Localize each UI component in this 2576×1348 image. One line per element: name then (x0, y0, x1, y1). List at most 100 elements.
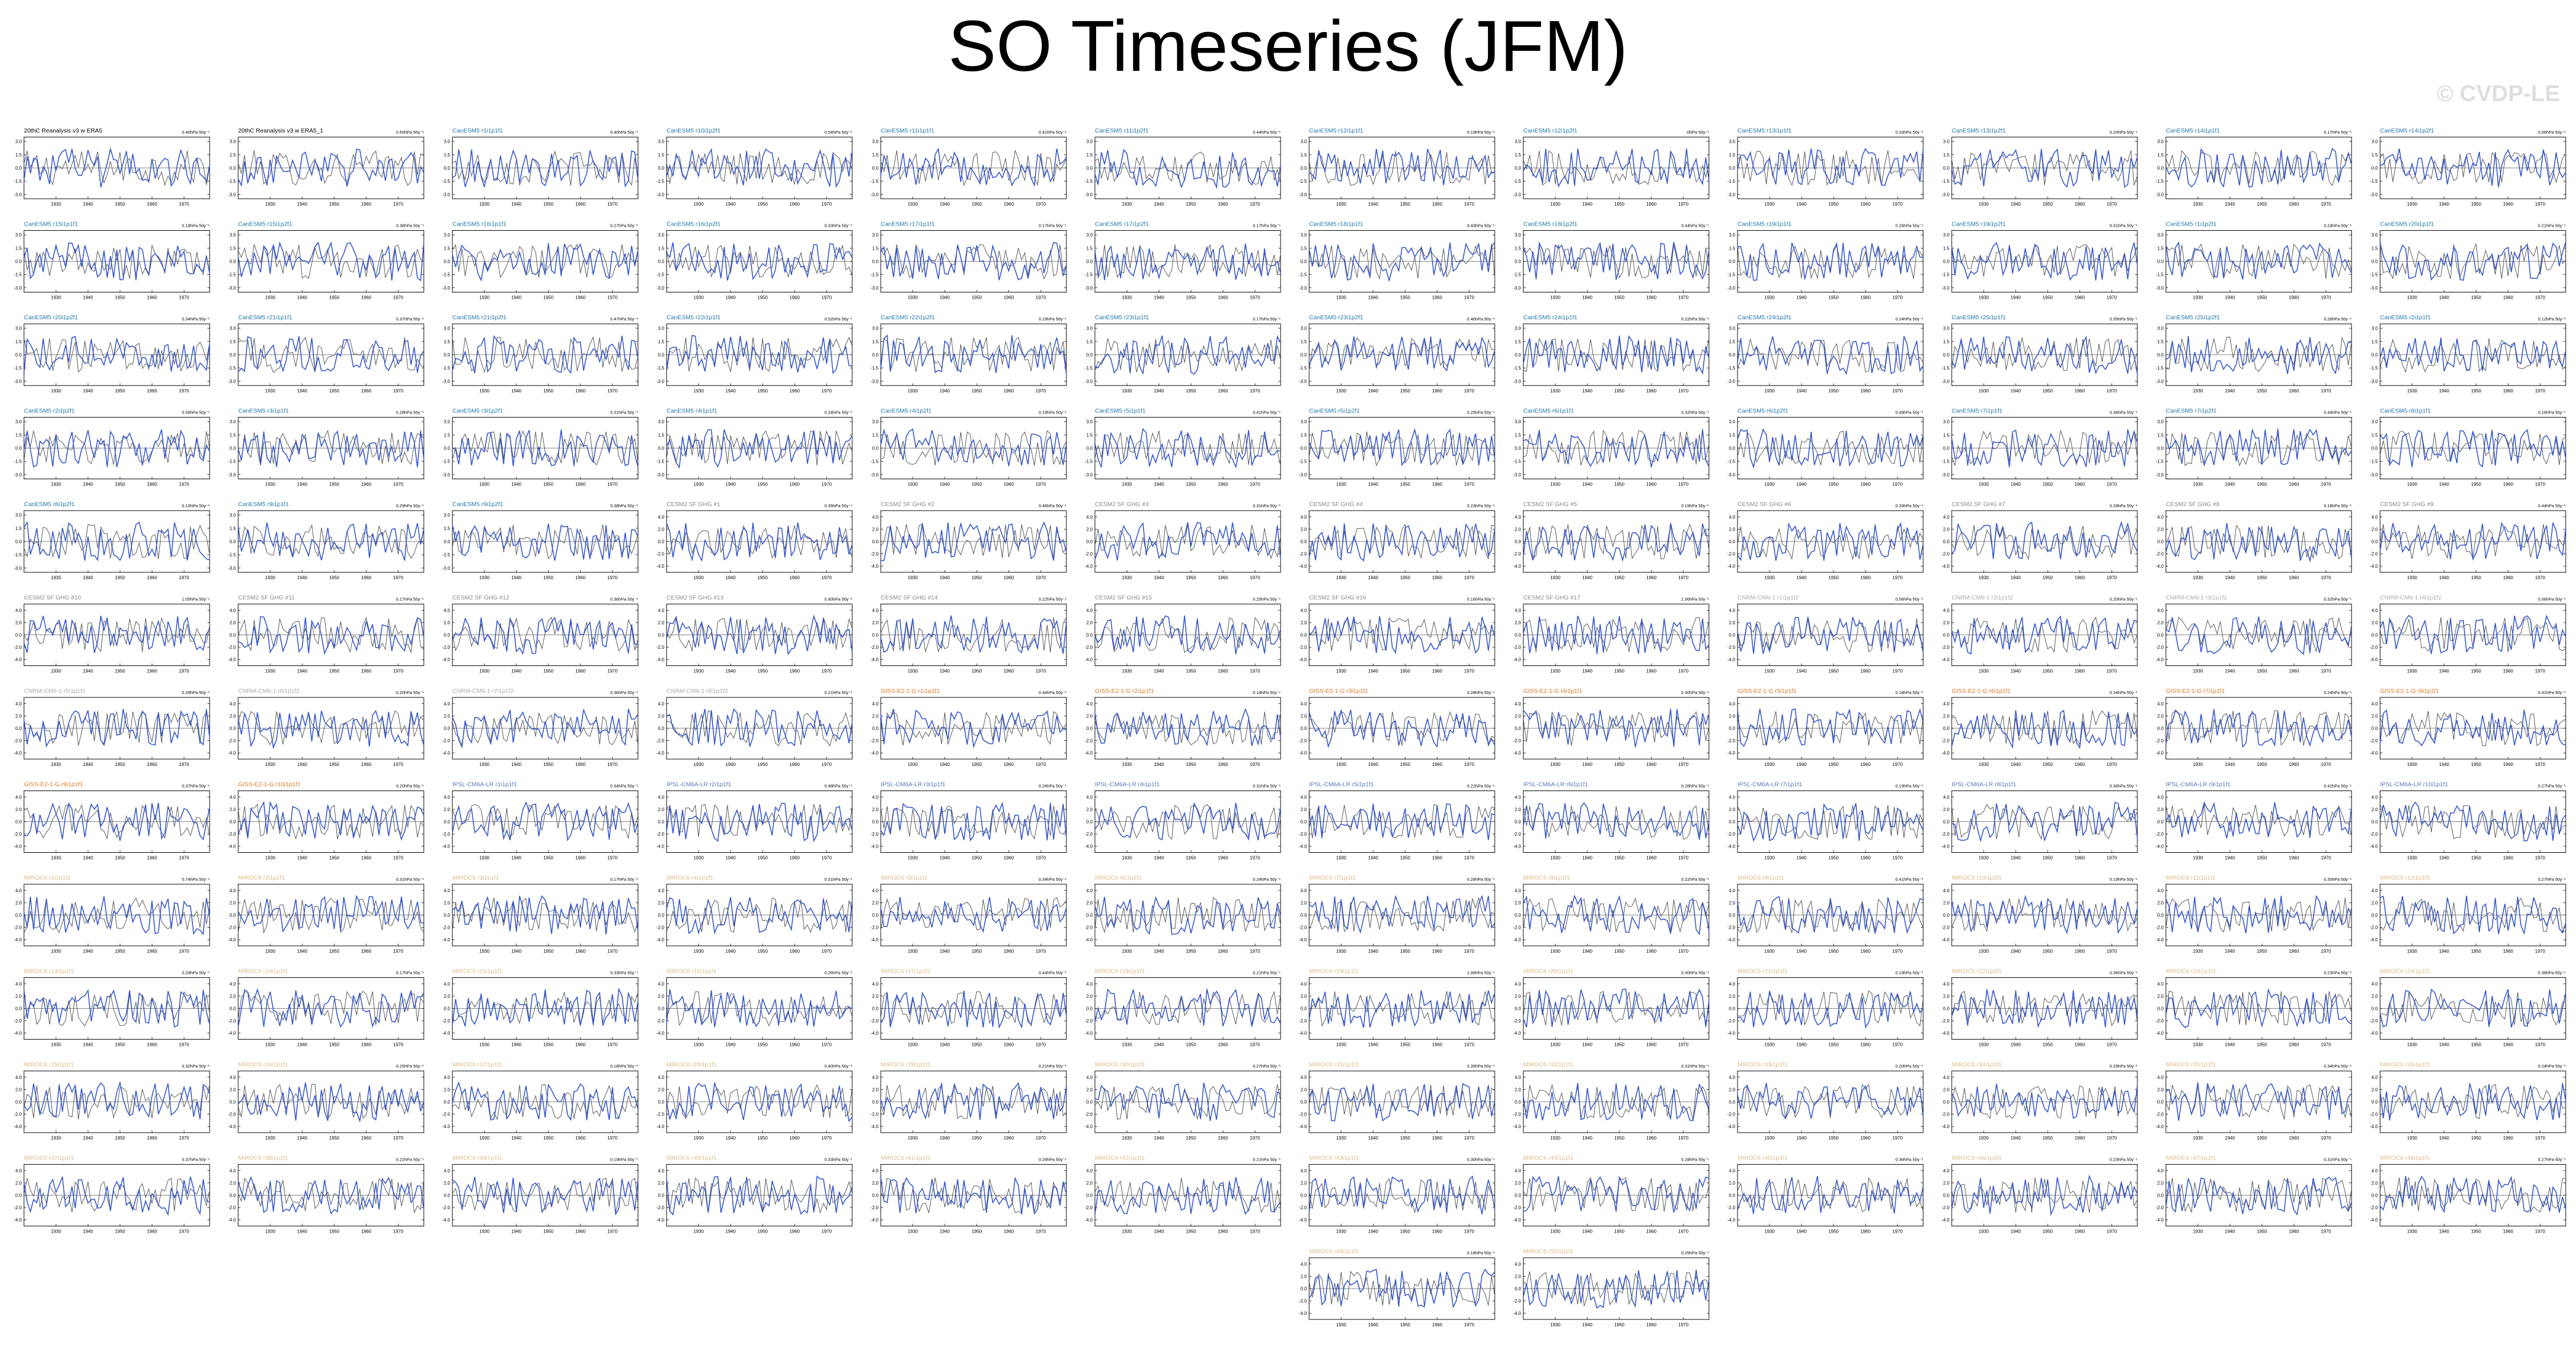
x-tick-label: 1940 (1582, 762, 1592, 767)
panel-label: GISS-E2-1-G r2i1p1f1 (1095, 688, 1154, 695)
series-line-reference (1951, 1085, 2138, 1120)
y-tick-label: 4.0 (15, 701, 22, 707)
y-tick-label: 4.0 (1301, 608, 1307, 613)
x-tick-label: 1970 (2106, 1229, 2117, 1234)
y-tick-label: 0.0 (2372, 633, 2378, 638)
x-tick-label: 1930 (1336, 295, 1346, 300)
x-tick-label: 1960 (575, 202, 585, 207)
x-tick-label: 1950 (2257, 669, 2267, 674)
x-tick-label: 1930 (1979, 1229, 1989, 1234)
y-tick-label: -4.0 (2370, 1218, 2378, 1223)
panel-label: MIROC6 r10i1p1f1 (1952, 874, 2002, 881)
x-tick-label: 1950 (1400, 575, 1410, 580)
y-tick-label: 4.0 (658, 515, 665, 520)
panel-label: CanESM5 r24i1p1f1 (1523, 314, 1578, 321)
x-tick-label: 1930 (1550, 295, 1560, 300)
panel: GISS-E2-1-G r1i1p1f1 0.44hPa 50y⁻¹4.02.00… (870, 688, 1067, 767)
x-tick-label: 1960 (2289, 388, 2299, 394)
y-tick-label: 0.0 (2372, 726, 2378, 731)
x-tick-label: 1960 (1646, 295, 1656, 300)
series-line-member (1951, 801, 2138, 842)
x-tick-label: 1950 (1186, 1042, 1196, 1048)
panel-label: MIROC6 r30i1p1f1 (1095, 1061, 1145, 1068)
y-tick-label: -4.0 (2370, 1031, 2378, 1036)
x-tick-label: 1940 (1154, 575, 1164, 580)
x-tick-label: 1950 (1186, 388, 1196, 394)
series-line-reference (1094, 1084, 1281, 1120)
y-tick-label: 4.0 (2372, 981, 2378, 986)
y-tick-label: 3.0 (1943, 139, 1950, 145)
x-tick-label: 1930 (1336, 856, 1346, 861)
panel-label: CanESM5 r14i1p2f1 (2380, 127, 2434, 134)
x-tick-label: 1970 (393, 388, 403, 394)
panel-trend: 0.21hPa 50y⁻¹ (824, 690, 852, 695)
x-tick-label: 1930 (693, 762, 704, 767)
y-tick-label: 3.0 (872, 326, 879, 331)
panel: MIROC6 r46i1p1f1 0.23hPa 50y⁻¹4.02.00.0-2… (1941, 1155, 2138, 1234)
series-line-reference (1094, 804, 1281, 840)
y-tick-label: 3.0 (1943, 326, 1950, 331)
y-tick-label: 2.0 (1515, 1181, 1522, 1186)
y-tick-label: 4.0 (1086, 515, 1093, 520)
y-tick-label: 3.0 (15, 326, 22, 331)
panel-trend: 0.22hPa 50y⁻¹ (1467, 784, 1495, 789)
x-tick-label: 1960 (1432, 295, 1442, 300)
x-tick-label: 1960 (1860, 575, 1871, 580)
y-tick-label: 4.0 (1729, 1075, 1736, 1080)
series-line-reference (1951, 337, 2138, 371)
y-tick-label: -2.0 (2156, 925, 2164, 930)
y-tick-label: -3.0 (870, 379, 878, 384)
series-line-reference (880, 1177, 1067, 1214)
y-tick-label: 2.0 (1086, 527, 1093, 532)
x-tick-label: 1940 (725, 949, 736, 954)
x-tick-label: 1930 (265, 295, 275, 300)
series-line-member (666, 429, 853, 469)
y-tick-label: -4.0 (2156, 1031, 2164, 1036)
y-tick-label: 1.5 (1086, 432, 1093, 438)
panel-trend: 0.29hPa 50y⁻¹ (182, 690, 210, 695)
y-tick-label: 2.0 (15, 807, 22, 812)
panel: MIROC6 r21i1p1f1 0.19hPa 50y⁻¹4.02.00.0-2… (1727, 968, 1924, 1048)
y-tick-label: 0.0 (1943, 633, 1950, 638)
x-tick-label: 1960 (1004, 949, 1014, 954)
panel-trend: 0.24hPa 50y⁻¹ (1895, 316, 1923, 322)
x-tick-label: 1940 (2011, 202, 2021, 207)
panel-label: CanESM5 r15i1p1f1 (24, 221, 78, 228)
x-tick-label: 1930 (1764, 202, 1775, 207)
y-tick-label: 1.5 (230, 339, 236, 344)
panel-trend: 0.44hPa 50y⁻¹ (2324, 410, 2352, 415)
x-tick-label: 1970 (1464, 856, 1474, 861)
y-tick-label: 4.0 (1086, 608, 1093, 613)
panel: CanESM5 r19i1p2f1 0.31hPa 50y⁻¹3.01.50.0-… (1941, 221, 2138, 300)
x-tick-label: 1970 (393, 856, 403, 861)
y-tick-label: 2.0 (1515, 527, 1522, 532)
x-tick-label: 1940 (1154, 1136, 1164, 1141)
y-tick-label: -2.0 (1513, 1205, 1521, 1210)
x-tick-label: 1950 (2471, 202, 2481, 207)
y-tick-label: -2.0 (14, 1205, 22, 1210)
y-tick-label: 0.0 (230, 539, 236, 544)
y-tick-label: -1.5 (1299, 366, 1307, 371)
series-line-member (2165, 1177, 2352, 1216)
panel: CESM2 SF GHG #13 0.40hPa 50y⁻¹4.02.00.0-2… (656, 595, 853, 674)
panel: CanESM5 r21i1p2f1 0.47hPa 50y⁻¹3.01.50.0-… (442, 314, 639, 394)
x-tick-label: 1940 (2225, 388, 2235, 394)
x-tick-label: 1940 (1796, 202, 1807, 207)
panel-label: MIROC6 r4i1p1f1 (667, 874, 713, 881)
x-tick-label: 1950 (1828, 482, 1839, 487)
x-tick-label: 1930 (2193, 1136, 2203, 1141)
y-tick-label: 3.0 (2372, 326, 2378, 331)
x-tick-label: 1950 (1186, 1229, 1196, 1234)
panel: MIROC6 r4i1p1f1 0.31hPa 50y⁻¹4.02.00.0-2.… (656, 874, 853, 954)
panel: CESM2 SF GHG #2 0.46hPa 50y⁻¹4.02.00.0-2.… (870, 501, 1067, 580)
x-tick-label: 1970 (1892, 575, 1903, 580)
x-tick-label: 1950 (972, 1136, 982, 1141)
y-tick-label: -2.0 (2370, 645, 2378, 650)
y-tick-label: 3.0 (2372, 419, 2378, 424)
y-tick-label: 2.0 (2372, 620, 2378, 625)
x-tick-label: 1930 (1979, 762, 1989, 767)
y-tick-label: -3.0 (1513, 286, 1521, 291)
x-tick-label: 1960 (2075, 856, 2085, 861)
x-tick-label: 1930 (2193, 949, 2203, 954)
x-tick-label: 1940 (83, 1136, 93, 1141)
